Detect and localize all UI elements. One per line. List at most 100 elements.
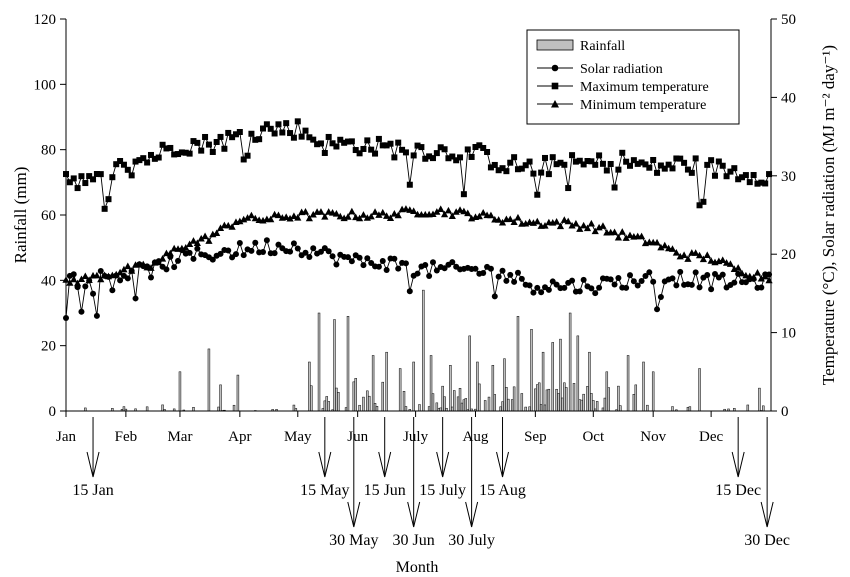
- rainfall-bar: [325, 396, 328, 412]
- rainfall-bar: [458, 387, 462, 412]
- rainfall-bar: [402, 391, 406, 412]
- tmin-point: [243, 214, 252, 221]
- rainfall-bar: [478, 383, 481, 412]
- tmin-point: [487, 211, 495, 219]
- rainfall-bar: [592, 400, 595, 412]
- x-tick-label: Aug: [463, 429, 489, 445]
- tmin-point: [386, 214, 395, 221]
- tmax-point: [715, 158, 722, 165]
- annotation-arrow: 15 May: [300, 417, 349, 499]
- y-left-tick-label: 100: [34, 77, 57, 93]
- tmin-point: [460, 207, 468, 215]
- tmax-point: [267, 125, 274, 132]
- tmax-point: [522, 162, 529, 169]
- tmin-point: [726, 260, 735, 267]
- tmin-point: [533, 217, 541, 225]
- tmax-point: [627, 162, 633, 169]
- rainfall-bar: [746, 404, 750, 412]
- tmax-point: [599, 160, 606, 167]
- tmax-point: [495, 167, 502, 174]
- rainfall-bar: [449, 365, 452, 412]
- tmax-point: [402, 149, 409, 156]
- tmax-point: [410, 152, 417, 159]
- y-right-tick-label: 0: [781, 404, 789, 420]
- tmax-point: [205, 141, 212, 148]
- tmax-point: [696, 202, 703, 209]
- rainfall-bar: [427, 406, 431, 412]
- tmax-point: [90, 176, 97, 183]
- tmin-point: [213, 229, 221, 237]
- tmax-point: [607, 160, 614, 167]
- tmax-point: [159, 141, 166, 148]
- tmin-point: [332, 210, 341, 217]
- rainfall-bar: [538, 382, 541, 412]
- tmax-point: [499, 165, 506, 172]
- tmin-point: [301, 208, 310, 215]
- tmax-point: [723, 173, 730, 180]
- solar-point: [217, 250, 224, 257]
- tmax-point: [557, 159, 564, 166]
- tmin-point: [684, 255, 692, 262]
- tmin-point: [479, 209, 487, 216]
- tmax-point: [368, 146, 375, 153]
- tmin-point: [433, 208, 441, 215]
- annotation-arrow-head: [760, 501, 774, 528]
- rainfall-bar: [510, 399, 514, 412]
- tmax-point: [236, 128, 243, 135]
- rainfall-bar: [686, 406, 690, 412]
- tmin-point: [672, 249, 680, 256]
- annotation-arrow: 15 Jan: [72, 417, 114, 499]
- solar-point: [379, 257, 386, 264]
- tmax-point: [503, 168, 510, 175]
- solar-point: [294, 245, 301, 252]
- tmin-point: [437, 205, 445, 212]
- tmin-point: [286, 214, 294, 222]
- tmax-point: [171, 151, 178, 158]
- solar-point: [113, 272, 120, 279]
- tmax-point: [151, 155, 158, 162]
- tmax-point: [661, 165, 668, 172]
- tmax-point: [468, 153, 475, 160]
- tmax-point: [82, 180, 89, 187]
- rainfall-bar: [551, 342, 554, 412]
- tmin-point: [282, 213, 290, 220]
- solar-point: [275, 241, 282, 248]
- tmax-point: [487, 164, 494, 171]
- tmin-point: [614, 233, 623, 241]
- annotation-arrow: 15 Aug: [479, 417, 526, 499]
- rainfall-bar: [346, 316, 350, 412]
- annotation-arrow: 30 May: [329, 417, 378, 549]
- rainfall-bar: [352, 381, 356, 412]
- rainfall-bar: [460, 402, 464, 412]
- tmax-point: [596, 152, 603, 159]
- annotation-label: 15 Aug: [479, 482, 526, 499]
- tmax-point: [395, 139, 402, 146]
- tmax-point: [298, 133, 305, 140]
- rainfall-bar: [557, 393, 560, 412]
- tmin-point: [556, 222, 565, 230]
- tmax-point: [480, 144, 487, 151]
- date-annotations: 15 Jan 15 May 15 Jun 15 July 15 Aug 15 Dec 30 …: [72, 417, 790, 549]
- tmin-point: [124, 262, 132, 270]
- solar-point: [86, 277, 93, 284]
- tmax-point: [232, 131, 239, 138]
- tmin-point: [267, 215, 275, 223]
- y-right-tick-label: 20: [781, 247, 796, 263]
- solar-point: [588, 285, 595, 292]
- rainfall-bar: [443, 396, 446, 412]
- annotation-arrow: 30 July: [448, 417, 495, 549]
- solar-point: [194, 245, 201, 252]
- rainfall-bar: [493, 394, 497, 412]
- tmax-point: [117, 158, 124, 165]
- tmin-point: [77, 275, 86, 283]
- solar-point: [657, 293, 664, 300]
- annotation-arrow-head: [86, 451, 100, 478]
- annotation-arrow-head: [318, 451, 332, 478]
- rainfall-bar: [422, 289, 425, 412]
- rainfall-bar: [368, 395, 371, 412]
- rainfall-bar: [207, 348, 211, 412]
- solar-point: [178, 247, 185, 254]
- x-tick-label: Jan: [56, 429, 76, 445]
- tmin-point: [197, 234, 205, 242]
- solar-point: [383, 267, 390, 274]
